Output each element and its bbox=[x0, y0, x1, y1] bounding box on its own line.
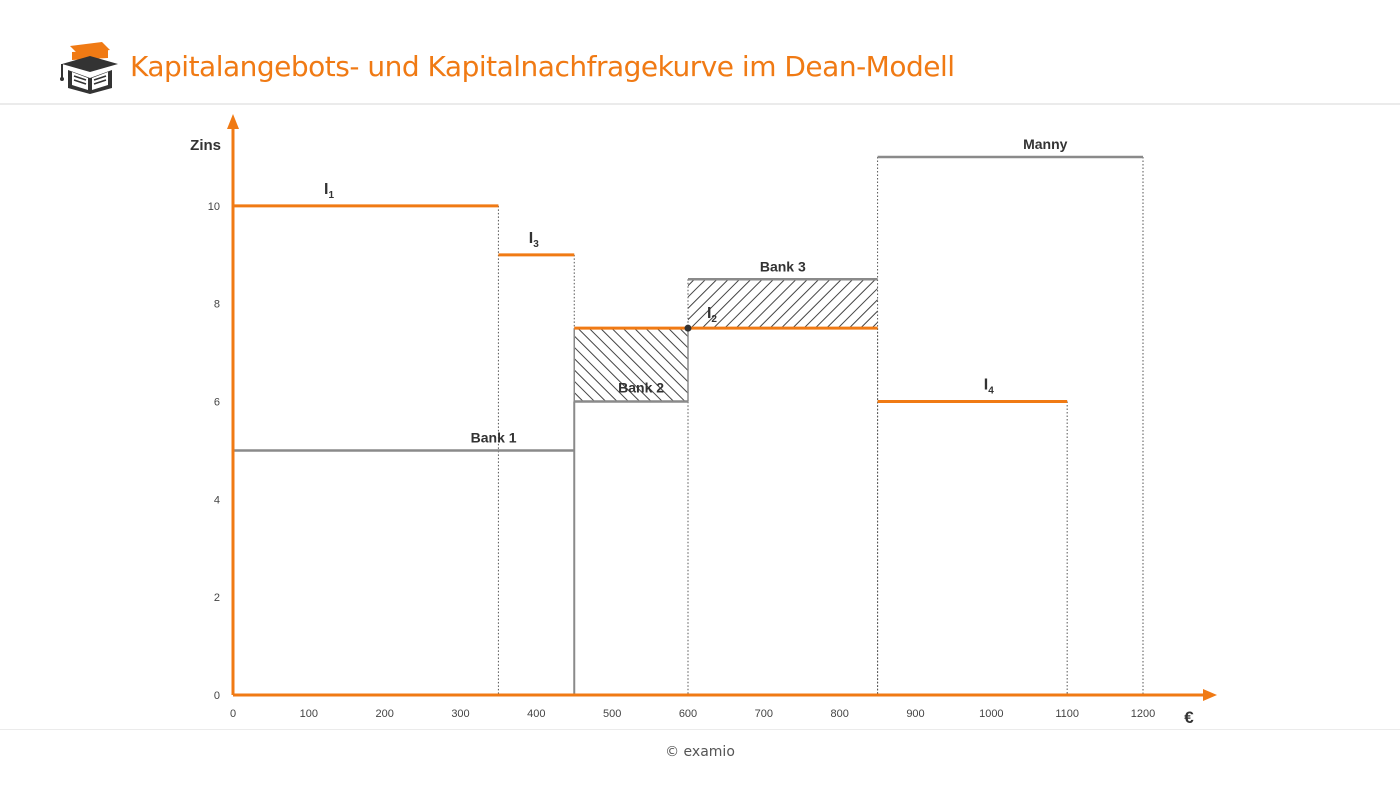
x-tick-label: 0 bbox=[230, 708, 236, 720]
y-tick-label: 0 bbox=[214, 690, 220, 702]
hatched-area-2 bbox=[688, 279, 878, 329]
y-axis-arrow bbox=[227, 114, 239, 129]
x-tick-label: 1200 bbox=[1131, 708, 1155, 720]
hatched-area-1 bbox=[574, 328, 688, 402]
demand-label-4: I4 bbox=[984, 377, 994, 397]
y-tick-label: 6 bbox=[214, 397, 220, 409]
demand-label-subscript: 1 bbox=[328, 190, 334, 201]
demand-label-subscript: 4 bbox=[988, 386, 994, 397]
demand-label-subscript: 2 bbox=[711, 314, 717, 325]
x-tick-label: 1100 bbox=[1055, 708, 1079, 720]
demand-label-2: I3 bbox=[529, 230, 539, 250]
copyright-text: © examio bbox=[665, 744, 735, 760]
supply-label-3: Bank 3 bbox=[760, 258, 806, 274]
demand-label-3: I2 bbox=[707, 305, 717, 325]
supply-label-1: Bank 1 bbox=[471, 429, 517, 445]
x-tick-label: 300 bbox=[451, 708, 469, 720]
intersection-point bbox=[684, 324, 692, 332]
supply-label-4: Manny bbox=[1023, 136, 1068, 152]
y-tick-label: 4 bbox=[214, 494, 220, 506]
x-tick-label: 500 bbox=[603, 708, 621, 720]
footer-divider bbox=[0, 729, 1400, 730]
x-tick-label: 800 bbox=[830, 708, 848, 720]
y-tick-label: 2 bbox=[214, 592, 220, 604]
x-tick-label: 700 bbox=[755, 708, 773, 720]
x-tick-label: 400 bbox=[527, 708, 545, 720]
x-axis-label: € bbox=[1184, 708, 1194, 727]
y-tick-label: 8 bbox=[214, 299, 220, 311]
x-tick-label: 200 bbox=[375, 708, 393, 720]
x-tick-label: 1000 bbox=[979, 708, 1003, 720]
x-axis-arrow bbox=[1203, 689, 1217, 701]
x-tick-label: 600 bbox=[679, 708, 697, 720]
demand-label-subscript: 3 bbox=[533, 239, 539, 250]
supply-label-2: Bank 2 bbox=[618, 380, 664, 396]
page-title: Kapitalangebots- und Kapitalnachfragekur… bbox=[130, 50, 955, 83]
demand-label-1: I1 bbox=[324, 181, 334, 201]
y-tick-label: 10 bbox=[208, 201, 220, 213]
y-axis-label: Zins bbox=[190, 137, 221, 154]
header-divider bbox=[0, 103, 1400, 105]
x-tick-label: 900 bbox=[906, 708, 924, 720]
graduation-cap-book-icon bbox=[60, 42, 118, 94]
x-tick-label: 100 bbox=[300, 708, 318, 720]
page-header: Kapitalangebots- und Kapitalnachfragekur… bbox=[0, 0, 1400, 104]
